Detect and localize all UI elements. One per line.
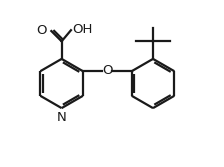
Text: OH: OH (72, 23, 93, 36)
Text: O: O (37, 24, 47, 37)
Text: N: N (57, 111, 67, 124)
Text: O: O (102, 63, 113, 76)
